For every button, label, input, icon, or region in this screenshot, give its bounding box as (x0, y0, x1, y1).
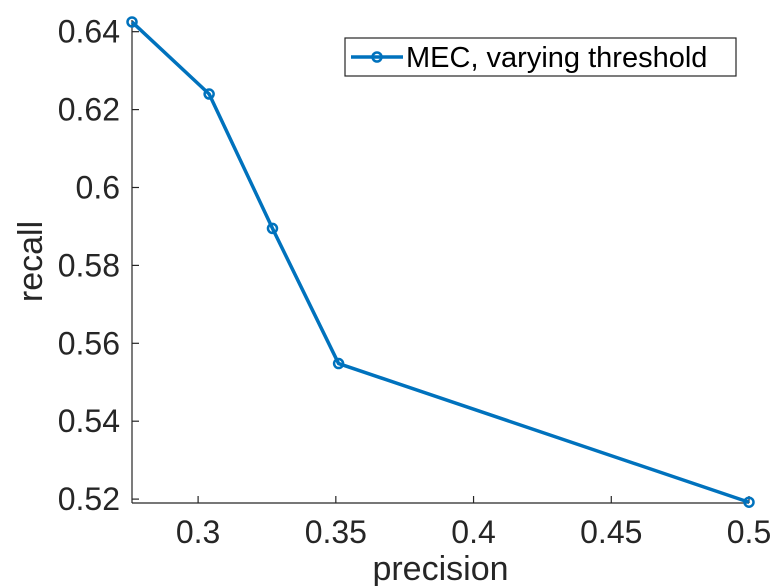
legend: MEC, varying threshold (344, 37, 737, 77)
data-point (126, 16, 138, 28)
legend-marker-swatch (371, 51, 383, 63)
y-axis-ticks: 0.52 0.54 0.56 0.58 0.6 0.62 0.64 (58, 14, 139, 517)
series-layer (126, 16, 755, 508)
y-tick-label: 0.56 (58, 325, 120, 361)
x-axis-ticks: 0.3 0.35 0.4 0.45 0.5 (176, 496, 771, 550)
y-tick-label: 0.54 (58, 403, 120, 439)
series-line (130, 20, 750, 504)
x-axis-label: precision (372, 550, 508, 586)
y-axis-label: recall (12, 221, 50, 302)
data-point (203, 88, 215, 100)
data-point (332, 357, 345, 370)
x-tick-label: 0.5 (727, 514, 771, 550)
data-point (266, 222, 279, 235)
data-point (743, 496, 755, 508)
y-tick-label: 0.62 (58, 92, 120, 128)
x-tick-label: 0.3 (176, 514, 220, 550)
x-tick-label: 0.45 (580, 514, 642, 550)
y-tick-label: 0.64 (58, 14, 120, 50)
y-tick-label: 0.52 (58, 481, 120, 517)
y-tick-label: 0.6 (76, 169, 120, 205)
legend-entry-label: MEC, varying threshold (406, 42, 707, 74)
y-tick-label: 0.58 (58, 247, 120, 283)
x-tick-label: 0.35 (305, 514, 367, 550)
x-tick-label: 0.4 (451, 514, 495, 550)
plot-area: 0.3 0.35 0.4 0.45 0.5 0.52 0.54 0.56 0.58 0.6 0.6… (58, 14, 772, 550)
legend-box (344, 37, 737, 77)
